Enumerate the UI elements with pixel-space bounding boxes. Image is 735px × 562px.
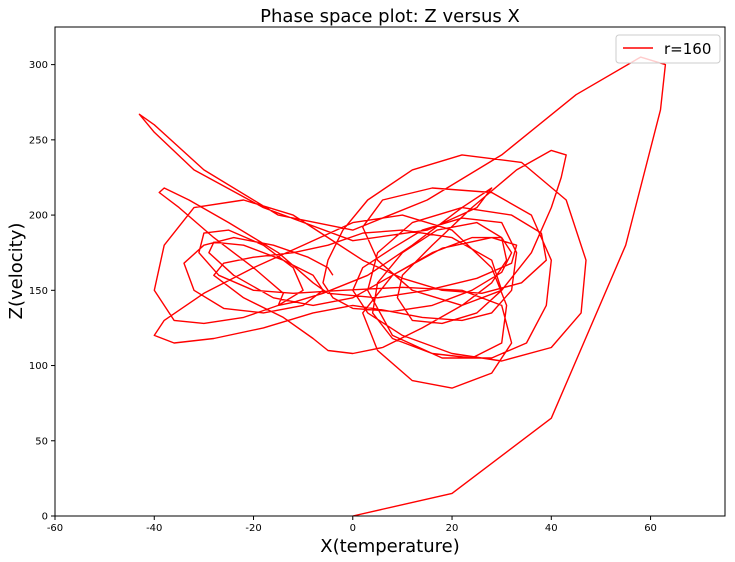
series-layer (138, 56, 667, 517)
y-tick-label: 100 (29, 361, 48, 372)
y-tick-label: 300 (29, 60, 48, 71)
x-tick-label: -40 (146, 523, 162, 534)
plot-frame (54, 26, 726, 517)
x-tick-label: 0 (350, 523, 356, 534)
x-tick-label: 60 (644, 523, 657, 534)
legend: r=160 (615, 34, 721, 64)
legend-label: r=160 (664, 40, 711, 58)
x-axis-label: X(temperature) (320, 536, 460, 557)
y-tick-label: 250 (29, 135, 48, 146)
y-axis-label: Z(velocity) (6, 223, 27, 320)
y-tick-label: 50 (35, 436, 48, 447)
x-tick-label: -20 (245, 523, 261, 534)
legend-box (615, 34, 721, 64)
x-tick-label: 40 (545, 523, 558, 534)
y-tick-label: 150 (29, 286, 48, 297)
ticks-layer: -60 -40 -20 0 20 40 60 0 50 100 150 200 250 300 (29, 60, 657, 534)
series-line (138, 56, 667, 517)
x-tick-label: -60 (47, 523, 63, 534)
y-tick-label: 0 (42, 512, 48, 523)
chart-title: Phase space plot: Z versus X (260, 6, 520, 27)
x-tick-label: 20 (446, 523, 459, 534)
y-tick-label: 200 (29, 211, 48, 222)
